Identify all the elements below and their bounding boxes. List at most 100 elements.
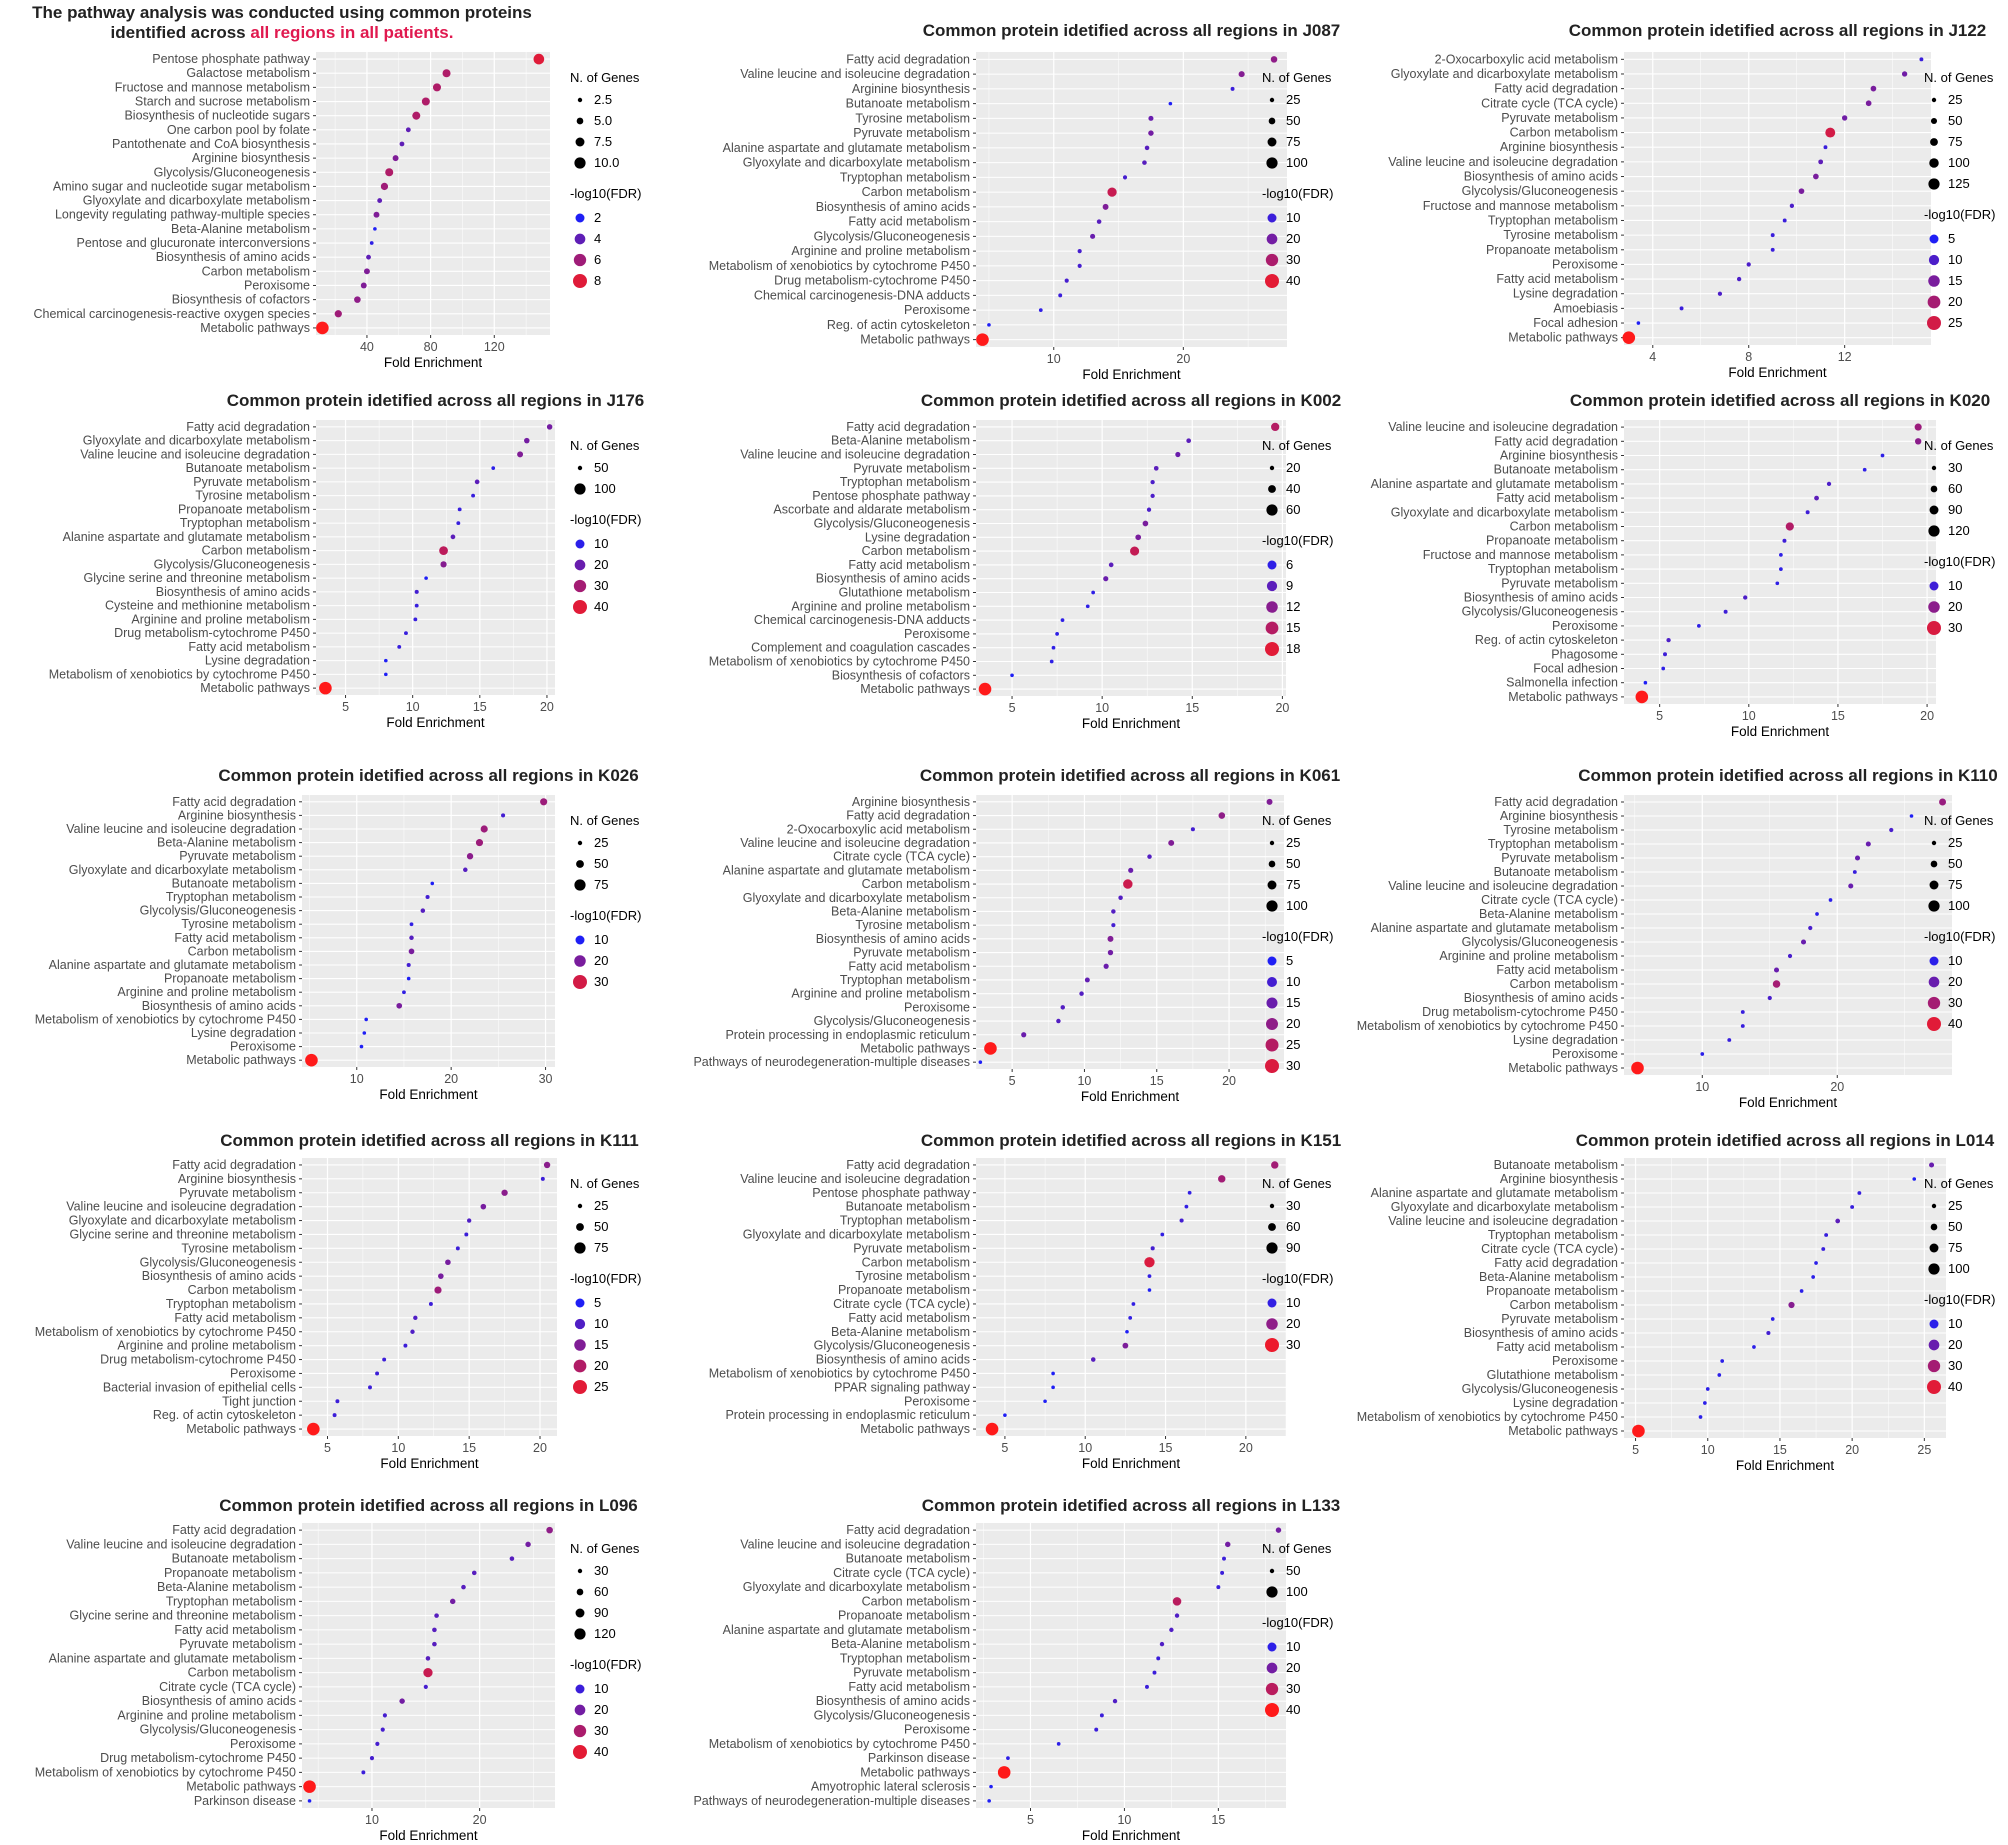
- color-legend-dot: [575, 1298, 585, 1308]
- size-legend-title: N. of Genes: [1262, 1176, 1332, 1191]
- category-label-arginine-biosynthesis: Arginine biosynthesis: [1500, 449, 1618, 463]
- color-legend-title: -log10(FDR): [1924, 1292, 1996, 1307]
- point-valine-leucine-and-isoleucine-degradation: [1225, 1541, 1231, 1548]
- category-label-reg-of-actin-cytoskeleton: Reg. of actin cytoskeleton: [1475, 633, 1618, 647]
- point-citrate-cycle-tca-cycle: [1131, 1302, 1136, 1306]
- x-axis-title: Fold Enrichment: [1082, 367, 1181, 382]
- plot-background: [976, 795, 1284, 1069]
- color-legend-dot: [1929, 956, 1939, 966]
- point-drug-metabolism-cytochrome-p450: [1740, 1010, 1745, 1014]
- color-legend-dot: [1928, 976, 1940, 988]
- category-label-arginine-biosynthesis: Arginine biosynthesis: [178, 1172, 296, 1186]
- category-label-propanoate-metabolism: Propanoate metabolism: [164, 1566, 296, 1580]
- point-metabolic-pathways: [1622, 331, 1636, 344]
- point-pyruvate-metabolism: [1854, 855, 1861, 861]
- size-legend-dot: [1266, 504, 1278, 516]
- point-carbon-metabolism: [1130, 546, 1140, 556]
- point-glycolysis-gluconeogenesis: [1800, 939, 1807, 945]
- chart-title: Common protein idetified across all regi…: [1578, 766, 1997, 785]
- category-label-arginine-and-proline-metabolism: Arginine and proline metabolism: [117, 1708, 296, 1722]
- category-label-tight-junction: Tight junction: [222, 1394, 296, 1408]
- point-biosynthesis-of-amino-acids: [1107, 935, 1114, 942]
- x-tick-label-10: 10: [1117, 1813, 1131, 1827]
- category-label-beta-alanine-metabolism: Beta-Alanine metabolism: [831, 1325, 970, 1339]
- point-tyrosine-metabolism: [1889, 827, 1894, 833]
- color-legend-dot: [1929, 1319, 1939, 1329]
- size-legend-dot: [575, 137, 585, 147]
- category-label-protein-processing-in-endoplasmic-reticulum: Protein processing in endoplasmic reticu…: [725, 1408, 970, 1422]
- color-legend-dot: [1265, 621, 1279, 635]
- point-amyotrophic-lateral-sclerosis: [989, 1784, 993, 1789]
- color-legend-label-5: 5: [1286, 953, 1293, 968]
- color-legend-label-20: 20: [1948, 1337, 1962, 1352]
- size-legend-label-75: 75: [594, 1240, 608, 1255]
- point-pyruvate-metabolism: [1153, 465, 1159, 471]
- category-label-glycolysis-gluconeogenesis: Glycolysis/Gluconeogenesis: [140, 1723, 296, 1737]
- color-legend-label-30: 30: [594, 974, 608, 989]
- point-alanine-aspartate-and-glutamate-metabolism: [450, 534, 456, 540]
- point-citrate-cycle-tca-cycle: [1821, 1247, 1826, 1251]
- category-label-metabolic-pathways: Metabolic pathways: [186, 1780, 296, 1794]
- category-label-tryptophan-metabolism: Tryptophan metabolism: [180, 516, 310, 530]
- point-glutathione-metabolism: [1091, 590, 1096, 595]
- color-legend-dot: [1265, 253, 1279, 267]
- plot-background: [316, 52, 550, 335]
- point-ascorbate-and-aldarate-metabolism: [1146, 507, 1152, 512]
- point-biosynthesis-of-amino-acids: [438, 1273, 444, 1279]
- size-legend-label-20: 20: [1286, 460, 1300, 475]
- point-tyrosine-metabolism: [1111, 923, 1116, 928]
- point-biosynthesis-of-amino-acids: [399, 1698, 405, 1704]
- point-tryptophan-metabolism: [456, 521, 461, 526]
- point-drug-metabolism-cytochrome-p450: [1064, 278, 1069, 283]
- point-metabolism-of-xenobiotics-by-cytochrome-p450: [364, 1017, 368, 1022]
- color-legend-label-40: 40: [1948, 1016, 1962, 1031]
- x-tick-label-25: 25: [1917, 1443, 1931, 1457]
- x-tick-label-20: 20: [1176, 352, 1190, 366]
- size-legend-label-30: 30: [1286, 1198, 1300, 1213]
- color-legend-dot: [573, 253, 587, 267]
- x-axis-title: Fold Enrichment: [1082, 1828, 1181, 1843]
- point-lysine-degradation: [1135, 534, 1142, 541]
- category-label-metabolism-of-xenobiotics-by-cytochrome-p450: Metabolism of xenobiotics by cytochrome …: [35, 1012, 296, 1026]
- point-peroxisome: [1038, 308, 1043, 312]
- category-label-amyotrophic-lateral-sclerosis: Amyotrophic lateral sclerosis: [811, 1780, 970, 1794]
- point-fatty-acid-metabolism: [1736, 276, 1742, 282]
- category-label-biosynthesis-of-amino-acids: Biosynthesis of amino acids: [816, 1353, 970, 1367]
- category-label-metabolism-of-xenobiotics-by-cytochrome-p450: Metabolism of xenobiotics by cytochrome …: [709, 655, 970, 669]
- color-legend-label-15: 15: [1948, 273, 1962, 288]
- color-legend-label-20: 20: [1948, 974, 1962, 989]
- chart-panel-1: The pathway analysis was conducted using…: [32, 3, 641, 370]
- point-fatty-acid-degradation: [540, 798, 548, 806]
- point-drug-metabolism-cytochrome-p450: [404, 631, 408, 636]
- size-legend-title: N. of Genes: [1262, 438, 1332, 453]
- category-label-peroxisome: Peroxisome: [230, 1737, 296, 1751]
- point-peroxisome: [1697, 624, 1701, 628]
- point-metabolic-pathways: [978, 682, 992, 696]
- point-fatty-acid-degradation: [1270, 56, 1278, 63]
- point-arginine-biosynthesis: [1230, 86, 1235, 91]
- category-label-fructose-and-mannose-metabolism: Fructose and mannose metabolism: [115, 80, 310, 94]
- category-label-tyrosine-metabolism: Tyrosine metabolism: [181, 1241, 296, 1255]
- color-legend-dot: [574, 1318, 586, 1330]
- point-biosynthesis-of-amino-acids: [1103, 576, 1109, 582]
- x-tick-label-5: 5: [1632, 1443, 1639, 1457]
- point-focal-adhesion: [1636, 321, 1641, 325]
- x-tick-label-15: 15: [1150, 1074, 1164, 1088]
- category-label-glyoxylate-and-dicarboxylate-metabolism: Glyoxylate and dicarboxylate metabolism: [83, 194, 310, 208]
- category-label-biosynthesis-of-amino-acids: Biosynthesis of amino acids: [1464, 591, 1618, 605]
- point-pyruvate-metabolism: [1770, 1317, 1775, 1321]
- size-legend-title: N. of Genes: [570, 813, 640, 828]
- size-legend-dot: [1266, 1586, 1278, 1598]
- size-legend-label-60: 60: [594, 1584, 608, 1599]
- category-label-butanoate-metabolism: Butanoate metabolism: [1494, 463, 1618, 477]
- color-legend-label-9: 9: [1286, 578, 1293, 593]
- chart-title-line-1: The pathway analysis was conducted using…: [32, 3, 532, 22]
- point-tryptophan-metabolism: [425, 894, 430, 900]
- category-label-pyruvate-metabolism: Pyruvate metabolism: [1501, 851, 1618, 865]
- color-legend-label-40: 40: [1286, 1702, 1300, 1717]
- category-label-glyoxylate-and-dicarboxylate-metabolism: Glyoxylate and dicarboxylate metabolism: [743, 891, 970, 905]
- point-metabolism-of-xenobiotics-by-cytochrome-p450: [1077, 263, 1082, 268]
- category-label-fatty-acid-metabolism: Fatty acid metabolism: [1496, 491, 1618, 505]
- size-legend-dot: [1267, 880, 1277, 890]
- category-label-peroxisome: Peroxisome: [230, 1366, 296, 1380]
